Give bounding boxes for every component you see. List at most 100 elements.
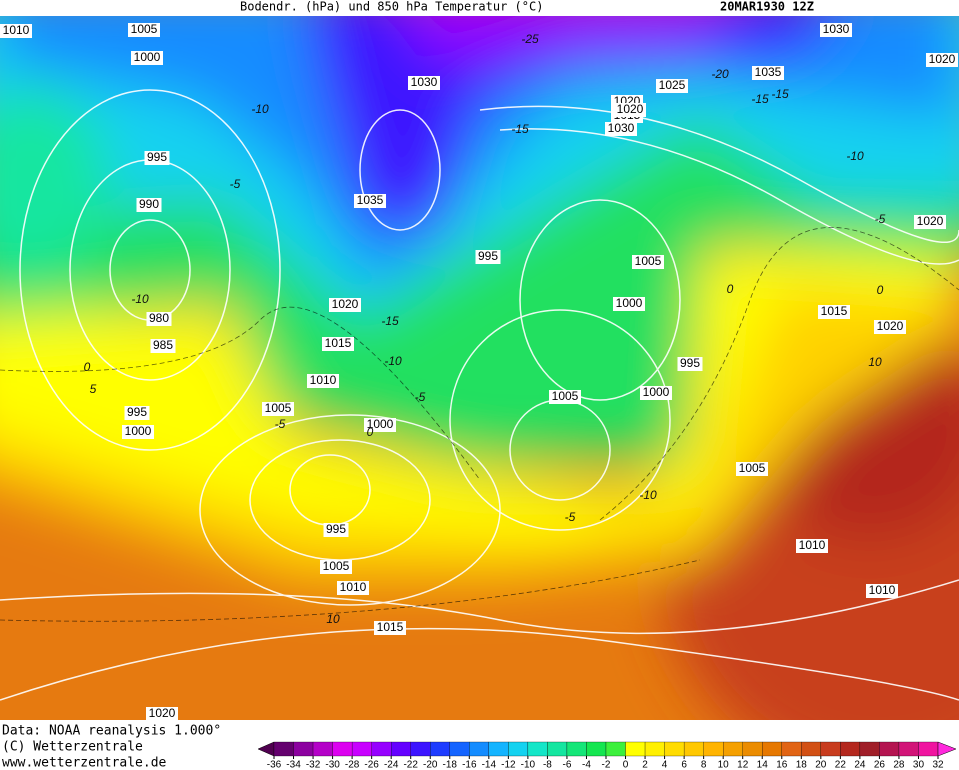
isobar-label: 1000 <box>616 296 643 310</box>
isobar-label: 1010 <box>869 583 896 597</box>
isobar-label: 1035 <box>755 65 782 79</box>
isobar-label: 1000 <box>643 385 670 399</box>
isobar-label: 995 <box>478 249 498 263</box>
isobar-label: 1000 <box>367 417 394 431</box>
map-title: Bodendr. (hPa) und 850 hPa Temperatur (°… <box>240 0 543 14</box>
isobar-label-box <box>613 297 645 311</box>
isobar-label-box <box>614 103 646 117</box>
legend-swatch <box>840 741 861 757</box>
legend-tick-label: 26 <box>874 760 886 770</box>
isobar-label-box <box>136 198 162 212</box>
isotherm-label: -10 <box>131 292 149 306</box>
legend-tick-label: 20 <box>815 760 827 770</box>
isotherm-label: -15 <box>381 314 399 328</box>
isobar-label: 1030 <box>608 121 635 135</box>
isobar-label-box <box>926 53 958 67</box>
legend-swatch <box>723 741 743 757</box>
legend-swatch <box>762 741 782 757</box>
isobar-label: 985 <box>153 338 173 352</box>
legend-tick-label: -2 <box>602 760 611 770</box>
legend-swatch <box>664 741 685 757</box>
map-date: 20MAR1930 12Z <box>720 0 814 14</box>
legend-tick-label: 10 <box>718 760 730 770</box>
isobar-label: 995 <box>680 356 700 370</box>
isotherm-label: -10 <box>384 354 402 368</box>
legend-swatch <box>625 741 646 757</box>
isobar-label-box <box>122 425 154 439</box>
legend-tick-label: 28 <box>893 760 905 770</box>
legend-swatch <box>547 741 568 757</box>
isotherm-label: -25 <box>521 32 539 46</box>
legend-tick-label: 18 <box>796 760 808 770</box>
legend-swatch <box>332 741 353 757</box>
credit: www.wetterzentrale.de <box>2 756 167 770</box>
legend-swatch <box>410 741 431 757</box>
legend-tick-label: -4 <box>582 760 591 770</box>
isobar-label-box <box>146 707 178 721</box>
legend-tick-label: -24 <box>384 760 399 770</box>
isobar-label: 1005 <box>635 254 662 268</box>
isobar-label: 1030 <box>411 75 438 89</box>
legend-swatch <box>859 741 880 757</box>
legend-tick-label: 2 <box>642 760 648 770</box>
isotherm-label: -5 <box>230 177 241 191</box>
legend-tick-label: 30 <box>913 760 925 770</box>
color-legend: -36 -34 -32 -30 -28 -26 -24 -22 -20 -18 -16 -14 -12-… <box>257 741 957 770</box>
legend-tick-label: -8 <box>543 760 552 770</box>
legend-swatch <box>488 741 509 757</box>
isobar-label-box <box>408 76 440 90</box>
legend-swatch <box>312 741 333 757</box>
legend-tick-label: -30 <box>325 760 340 770</box>
credit: (C) Wetterzentrale <box>2 740 143 755</box>
legend-swatch <box>742 741 763 757</box>
isobar-label-box <box>337 581 369 595</box>
legend-swatch <box>801 741 821 757</box>
legend-swatch <box>430 741 450 757</box>
isobar-label-box <box>640 386 672 400</box>
isobar-label-box <box>677 357 703 371</box>
isobar-labels: 1010 100510009959909809859951000103010351… <box>0 22 958 721</box>
isobar-label-box <box>323 523 349 537</box>
isobar-label-box <box>354 194 386 208</box>
isotherm-label: -5 <box>275 417 286 431</box>
legend-tick-label: 14 <box>757 760 769 770</box>
legend-swatch <box>391 741 411 757</box>
legend-swatch <box>703 741 724 757</box>
isobar-label-box <box>150 339 176 353</box>
isotherm-label: -5 <box>565 510 576 524</box>
isobar-label: 1020 <box>929 52 956 66</box>
isobar-label: 990 <box>139 197 159 211</box>
isobar-label: 1005 <box>739 461 766 475</box>
isobar-label-box <box>307 374 339 388</box>
isotherm-label: -5 <box>875 212 886 226</box>
legend-arrow <box>257 741 275 757</box>
isobar-label-box <box>605 122 637 136</box>
legend-tick-label: -20 <box>423 760 438 770</box>
legend-tick-label: 12 <box>737 760 749 770</box>
credit: Data: NOAA reanalysis 1.000° <box>2 724 221 739</box>
legend-swatch <box>898 741 919 757</box>
isobar-label-box <box>866 584 898 598</box>
isobar-label: 1020 <box>877 319 904 333</box>
isobar-label: 1025 <box>659 78 686 92</box>
isobar-label-box <box>736 462 768 476</box>
legend-swatch <box>918 741 939 757</box>
isobar-label-box <box>364 418 396 432</box>
isotherm-label: 0 <box>367 425 374 439</box>
legend-tick-label: -12 <box>501 760 516 770</box>
isobar-label-box <box>874 320 906 334</box>
isotherm-label: -15 <box>771 87 789 101</box>
isobar-label: 1020 <box>617 102 644 116</box>
isotherm-label: 0 <box>727 282 734 296</box>
isobar-label: 1005 <box>265 401 292 415</box>
isobar-label: 1010 <box>799 538 826 552</box>
legend-tick-label: 4 <box>662 760 668 770</box>
isotherm-label: -5 <box>415 390 426 404</box>
isobar-label-box <box>262 402 294 416</box>
isobar-label: 1010 <box>310 373 337 387</box>
legend-tick-label: -18 <box>443 760 458 770</box>
isobar-label-box <box>632 255 664 269</box>
legend-swatch <box>527 741 548 757</box>
isobar-label-box <box>752 66 784 80</box>
